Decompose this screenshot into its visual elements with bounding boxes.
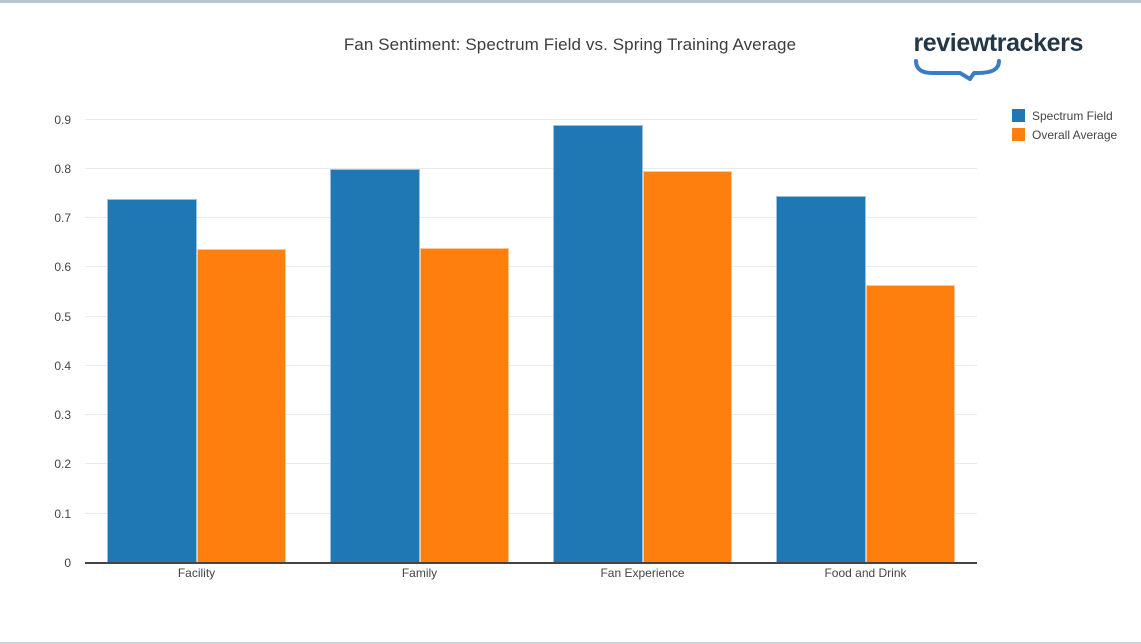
bar-group-food-and-drink (754, 95, 977, 563)
y-tick-label: 0.8 (54, 161, 71, 176)
gridline (85, 118, 977, 120)
y-tick-label: 0.5 (54, 309, 71, 324)
legend: Spectrum Field Overall Average (1012, 106, 1117, 144)
x-axis-label: Facility (177, 566, 216, 580)
bar-spectrum-field[interactable] (107, 199, 197, 563)
y-axis: 0 0.1 0.2 0.3 0.4 0.5 0.6 0.7 0.8 0.9 (0, 95, 79, 570)
bar-spectrum-field[interactable] (330, 168, 420, 563)
legend-swatch-icon (1012, 128, 1025, 141)
bar-overall-average[interactable] (642, 170, 732, 563)
logo-text: reviewtrackers (913, 29, 1083, 57)
legend-label: Spectrum Field (1032, 108, 1113, 123)
bar-spectrum-field[interactable] (776, 196, 866, 563)
logo-swoosh-icon (914, 59, 1002, 81)
bar-group-fan-experience (531, 95, 754, 563)
bar-groups (85, 95, 977, 563)
bar-group-facility (85, 95, 308, 563)
bar-overall-average[interactable] (196, 249, 286, 563)
x-axis-labels: Facility Family Fan Experience Food and Dri… (85, 566, 977, 580)
gridline (85, 266, 977, 268)
y-tick-label: 0.4 (54, 358, 71, 373)
x-axis-label: Food and Drink (824, 566, 907, 580)
legend-item-overall-average[interactable]: Overall Average (1012, 125, 1117, 144)
bar-spectrum-field[interactable] (553, 124, 643, 563)
legend-label: Overall Average (1032, 127, 1118, 142)
bar-overall-average[interactable] (419, 247, 509, 563)
x-axis-label: Family (401, 566, 438, 580)
reviewtrackers-logo: reviewtrackers (913, 31, 1083, 82)
top-border (0, 0, 1141, 3)
y-tick-label: 0.2 (54, 457, 71, 472)
gridline (85, 512, 977, 514)
y-tick-label: 0.7 (54, 211, 71, 226)
y-tick-label: 0.1 (54, 506, 71, 521)
chart-title: Fan Sentiment: Spectrum Field vs. Spring… (343, 35, 797, 54)
gridline (85, 315, 977, 317)
bottom-border (0, 642, 1141, 644)
legend-swatch-icon (1012, 109, 1025, 122)
y-tick-label: 0.6 (54, 260, 71, 275)
gridline (85, 364, 977, 366)
y-tick-label: 0 (64, 556, 71, 570)
gridline (85, 463, 977, 465)
gridline (85, 414, 977, 416)
plot-area (85, 95, 977, 564)
gridline (85, 217, 977, 219)
gridline (85, 167, 977, 169)
bar-overall-average[interactable] (865, 284, 955, 563)
x-axis-line (85, 562, 977, 564)
legend-item-spectrum-field[interactable]: Spectrum Field (1012, 106, 1117, 125)
y-tick-label: 0.3 (54, 408, 71, 423)
y-tick-label: 0.9 (54, 112, 71, 127)
bar-group-family (308, 95, 531, 563)
x-axis-label: Fan Experience (600, 566, 685, 580)
